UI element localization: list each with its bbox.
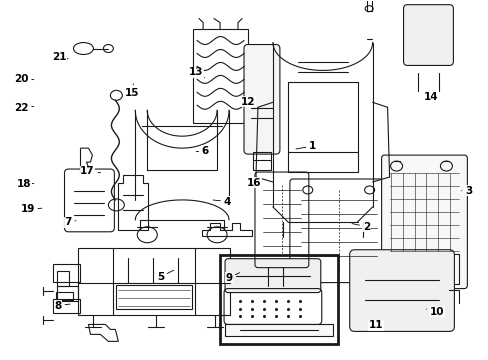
Bar [389,254,458,284]
Bar [366,0,371,11]
Text: 2: 2 [351,222,369,231]
Bar [252,152,270,170]
Text: 21: 21 [52,52,68,62]
Bar [78,248,229,315]
Bar [56,292,73,300]
Text: 6: 6 [196,145,209,156]
Text: 1: 1 [295,141,316,151]
Text: 5: 5 [157,270,173,282]
Text: 18: 18 [17,179,34,189]
Bar [52,264,81,282]
Bar [193,28,247,123]
Bar [220,255,337,345]
Text: 22: 22 [14,103,34,113]
Text: 19: 19 [20,204,42,215]
Text: 9: 9 [225,273,239,283]
Text: 7: 7 [64,217,76,227]
FancyBboxPatch shape [381,155,467,289]
Text: 3: 3 [461,186,471,196]
FancyBboxPatch shape [244,45,279,154]
Text: 17: 17 [80,166,101,176]
Bar [57,271,68,285]
Text: 14: 14 [423,92,437,102]
Text: 16: 16 [246,178,261,188]
FancyBboxPatch shape [403,5,452,66]
Text: 12: 12 [241,97,255,107]
Text: 4: 4 [213,197,231,207]
Bar [57,285,78,301]
Text: 20: 20 [14,74,34,84]
FancyBboxPatch shape [224,259,320,293]
Bar [52,298,81,314]
FancyBboxPatch shape [349,250,453,332]
Text: 11: 11 [368,320,383,330]
Bar [224,324,332,336]
Text: 15: 15 [125,84,139,98]
Text: 13: 13 [188,67,204,78]
Text: 8: 8 [55,301,70,311]
Bar [369,280,381,288]
Text: 10: 10 [426,307,444,317]
Bar [116,285,192,310]
Bar [307,280,319,288]
